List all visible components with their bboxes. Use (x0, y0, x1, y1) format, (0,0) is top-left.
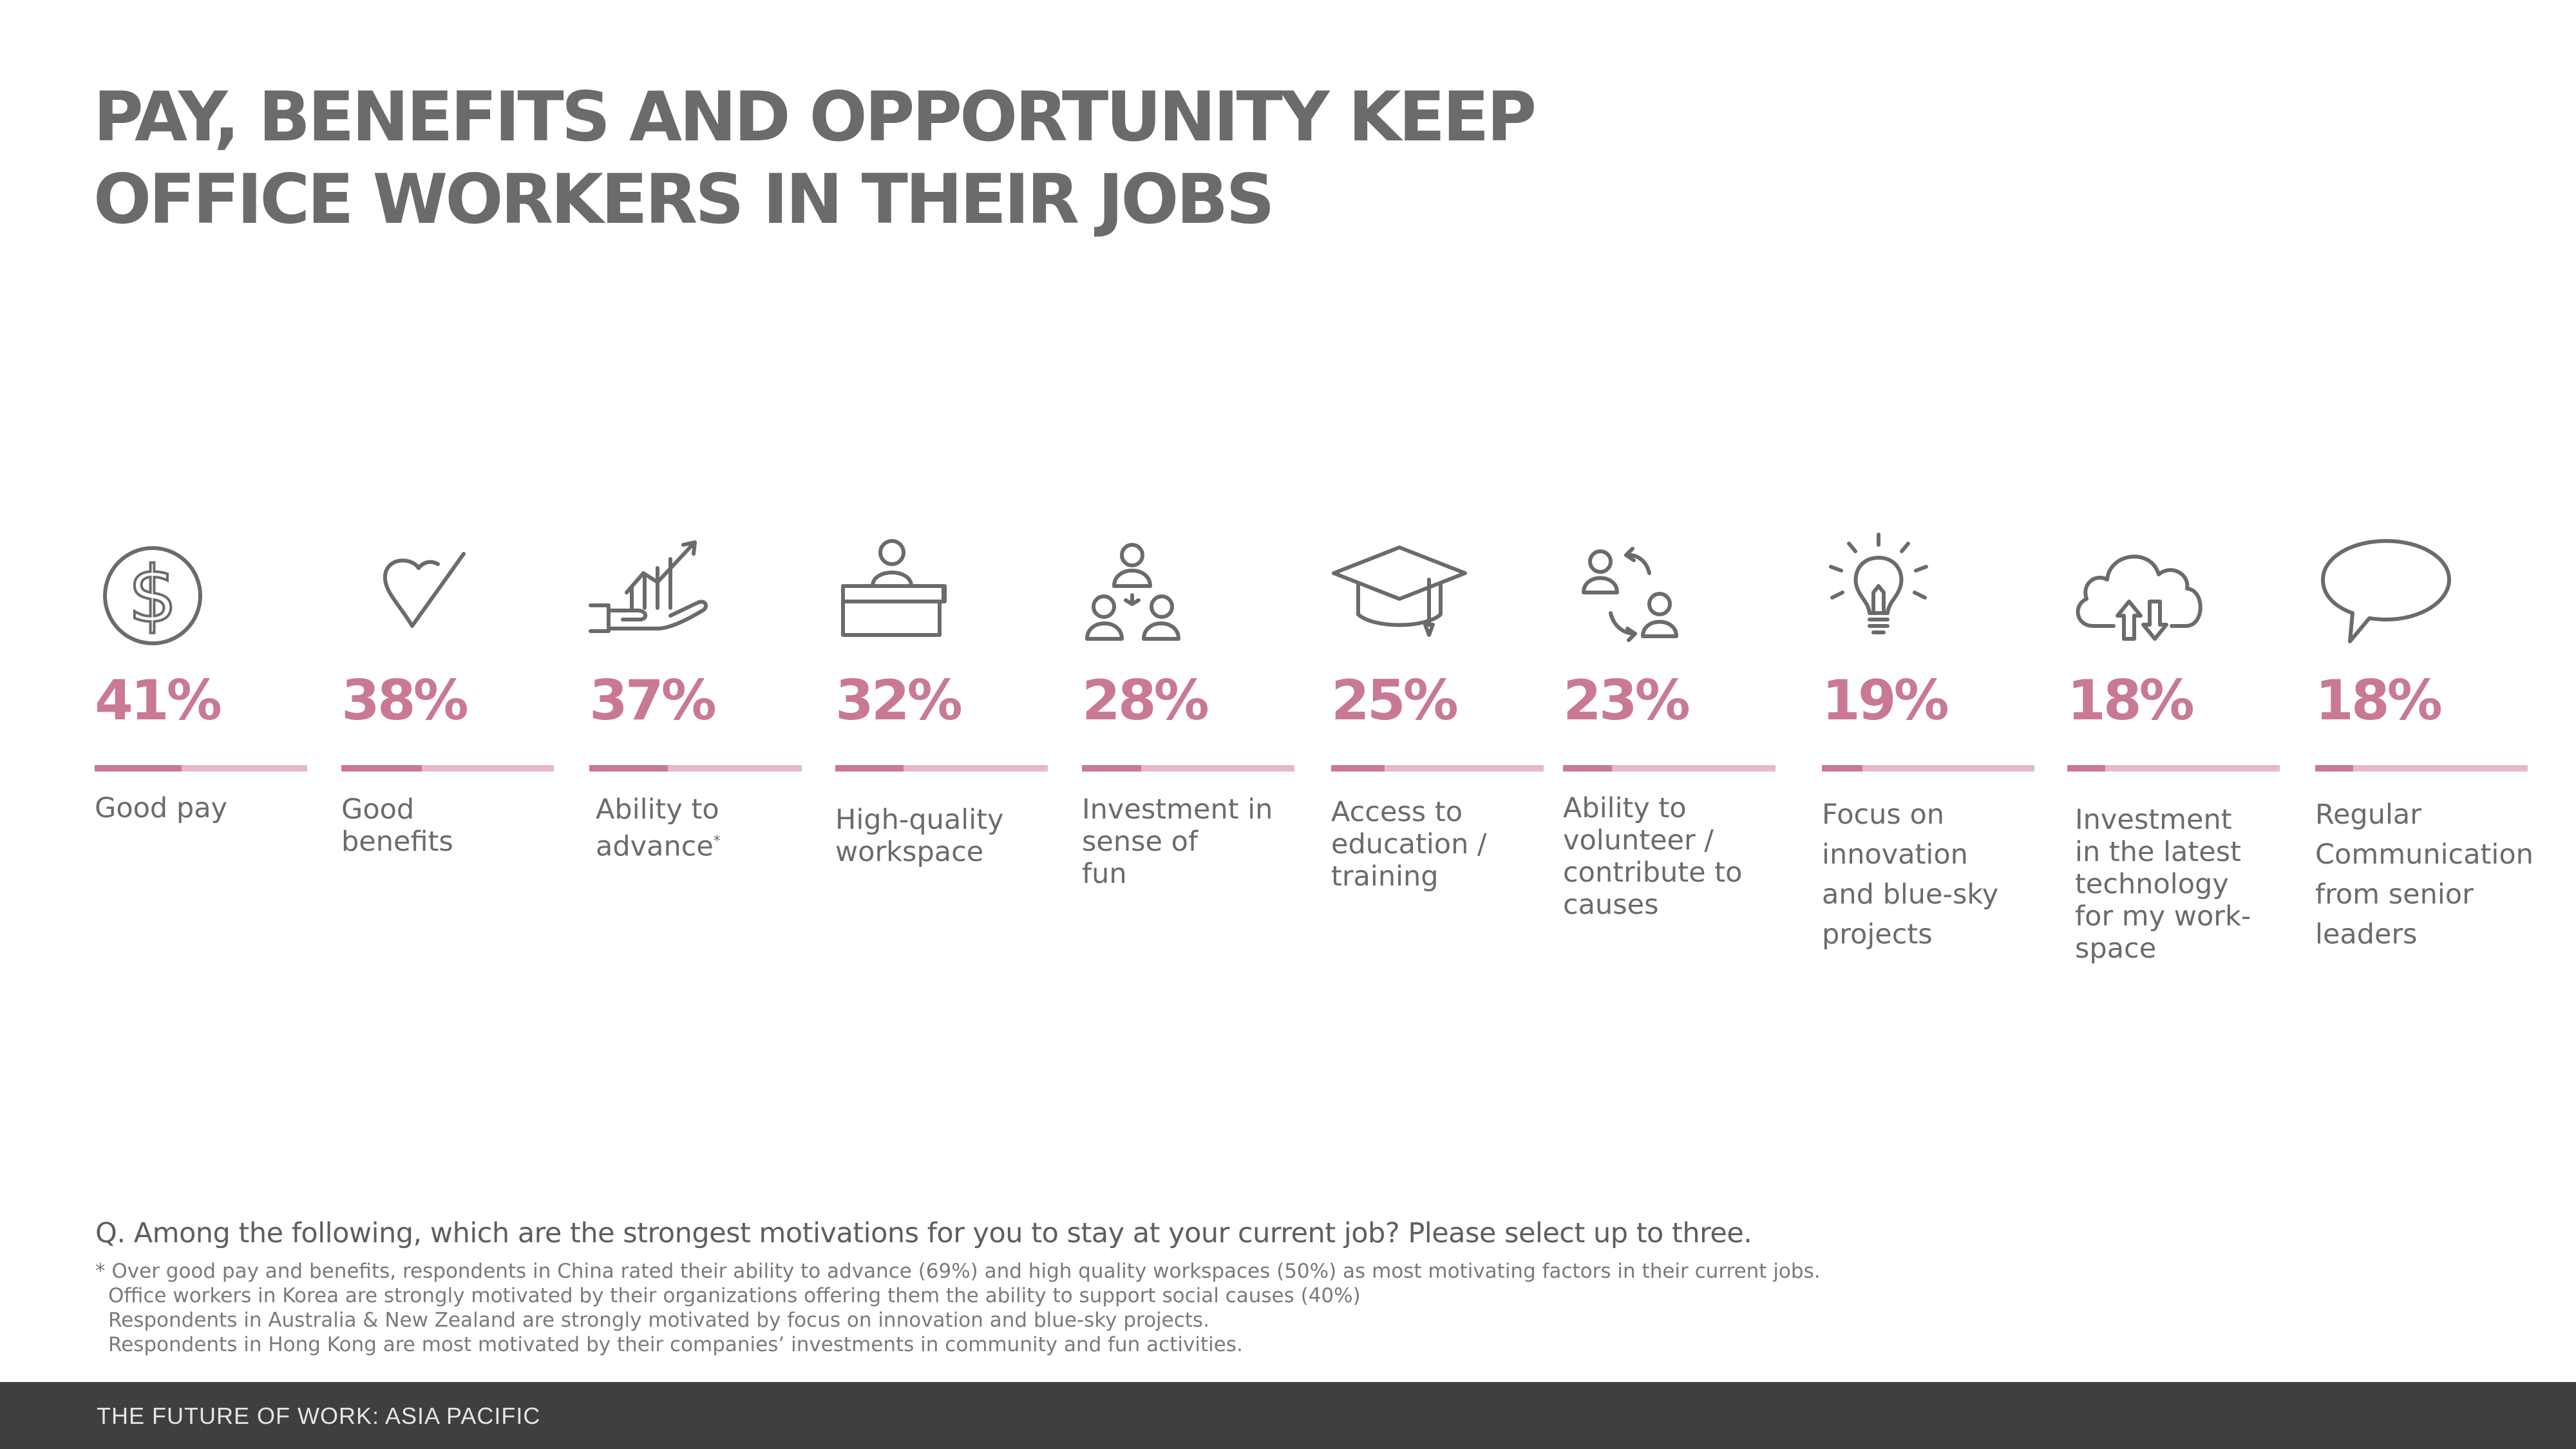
category-label: Ability to volunteer / contribute to cau… (1563, 792, 1743, 921)
category-label: Focus on innovation and blue-sky project… (1822, 799, 1999, 951)
bar-fill (2067, 765, 2106, 772)
category-label: Access to education / training (1331, 796, 1487, 893)
survey-question: Q. Among the following, which are the st… (95, 1217, 1752, 1249)
bar-fill (341, 765, 422, 772)
bar-fill (2315, 765, 2354, 772)
footer-label: THE FUTURE OF WORK: ASIA PACIFIC (97, 1403, 541, 1429)
hand-growth-chart-icon (587, 528, 741, 657)
svg-text:$: $ (128, 551, 177, 640)
bar-track (341, 765, 554, 772)
category-label: Investment in sense of fun (1082, 793, 1273, 890)
cloud-transfer-icon (2067, 528, 2222, 657)
footnote-mark: * (713, 833, 721, 849)
page-title-line-1: PAY, BENEFITS AND OPPORTUNITY KEEP (93, 77, 1537, 156)
lightbulb-icon (1819, 528, 1974, 657)
bar-track (95, 765, 307, 772)
category-label: Good benefits (341, 793, 453, 858)
bar-fill (1331, 765, 1385, 772)
bar-fill (95, 765, 182, 772)
page-title-line-2: OFFICE WORKERS IN THEIR JOBS (93, 160, 1275, 239)
footnote-korea: Office workers in Korea are strongly mot… (108, 1284, 1361, 1307)
bar-track (2315, 765, 2528, 772)
bar-fill (835, 765, 904, 772)
bar-track (1082, 765, 1294, 772)
category-label: Investment in the latest technology for … (2075, 804, 2251, 965)
bar-track (2067, 765, 2280, 772)
footnote-china: * Over good pay and benefits, respondent… (95, 1260, 1821, 1283)
podium-speaker-icon (835, 528, 990, 657)
value-label: 37% (589, 668, 717, 733)
value-label: 19% (1822, 668, 1949, 733)
speech-bubble-icon (2315, 528, 2470, 657)
people-exchange-icon (1563, 528, 1718, 657)
bar-track (589, 765, 802, 772)
bar-fill (589, 765, 668, 772)
bar-track (1331, 765, 1544, 772)
footnote-australia: Respondents in Australia & New Zealand a… (108, 1309, 1209, 1332)
bar-track (835, 765, 1048, 772)
value-label: 38% (341, 668, 469, 733)
value-label: 32% (835, 668, 963, 733)
footnote-hong-kong: Respondents in Hong Kong are most motiva… (108, 1333, 1243, 1356)
value-label: 25% (1331, 668, 1459, 733)
value-label: 23% (1563, 668, 1690, 733)
footnotes: * Over good pay and benefits, respondent… (95, 1259, 1821, 1357)
bar-track (1563, 765, 1776, 772)
value-label: 41% (95, 668, 222, 733)
page-title: PAY, BENEFITS AND OPPORTUNITY KEEP OFFIC… (93, 76, 1768, 241)
heart-check-icon (341, 528, 496, 657)
bar-fill (1563, 765, 1612, 772)
bar-track (1822, 765, 2034, 772)
value-label: 28% (1082, 668, 1209, 733)
group-people-icon (1082, 528, 1236, 657)
value-label: 18% (2315, 668, 2443, 733)
category-label: Regular Communication from senior leader… (2315, 799, 2533, 951)
category-label-text: Ability to advance (596, 793, 719, 863)
graduation-cap-icon (1329, 528, 1483, 657)
category-label: High-quality workspace (835, 804, 1004, 868)
bar-fill (1082, 765, 1142, 772)
bar-fill (1822, 765, 1862, 772)
category-label: Good pay (95, 792, 227, 824)
category-label: Ability to advance* (596, 793, 834, 862)
value-label: 18% (2067, 668, 2195, 733)
footer-bar: THE FUTURE OF WORK: ASIA PACIFIC (0, 1382, 2576, 1449)
dollar-icon: $ (95, 528, 249, 657)
